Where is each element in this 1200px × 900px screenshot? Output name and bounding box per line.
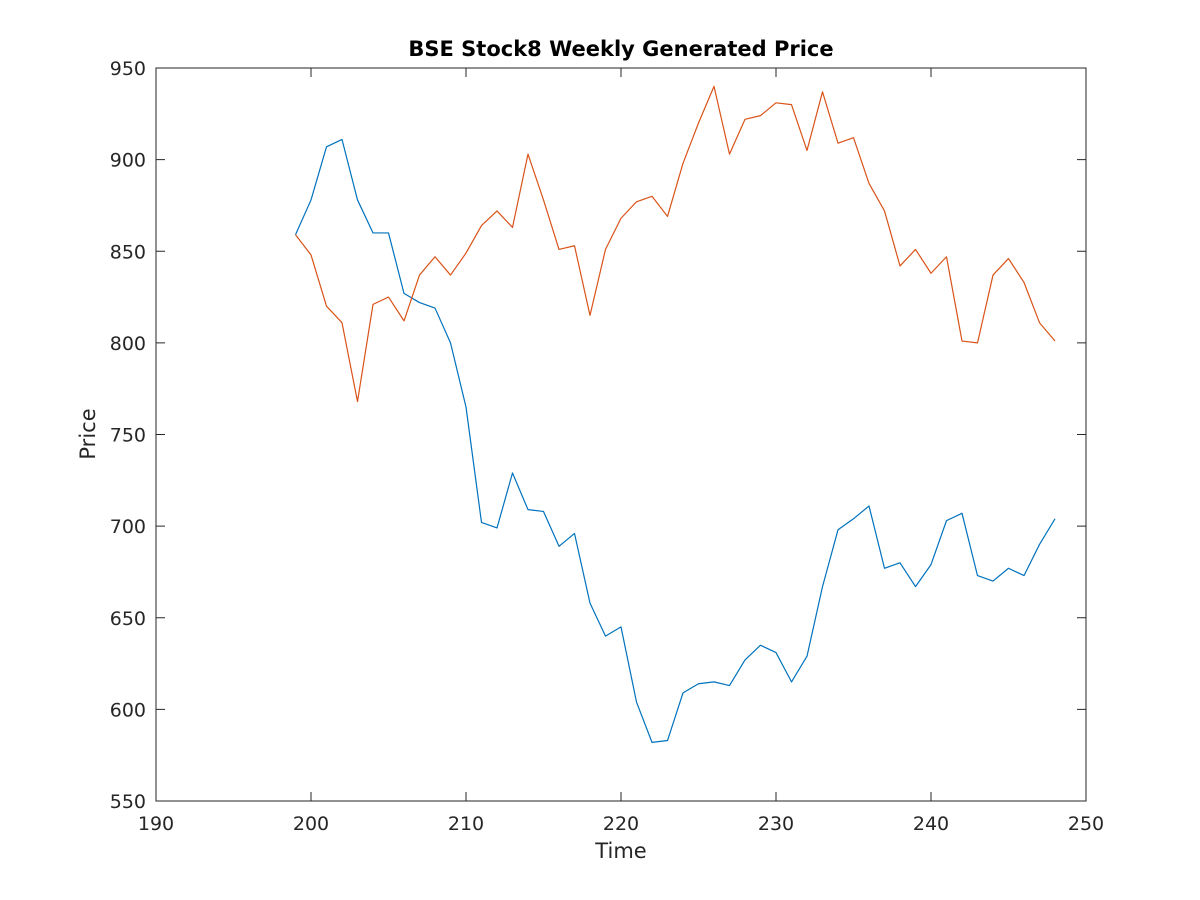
- series-line-2: [295, 85, 1056, 403]
- y-axis-label: Price: [76, 408, 100, 459]
- y-tick-label: 600: [110, 699, 146, 721]
- x-tick-label: 220: [603, 813, 639, 835]
- y-tick-label: 850: [110, 241, 146, 263]
- plot-area-background: [156, 68, 1086, 801]
- y-tick-label: 800: [110, 333, 146, 355]
- x-tick-label: 200: [293, 813, 329, 835]
- tick-layer: 190 200 210 220 230 240 250 550 600 650 700 750 800 8…: [110, 58, 1104, 835]
- series-line-1: [294, 138, 1056, 743]
- y-tick-label: 750: [110, 425, 146, 447]
- x-tick-label: 210: [448, 813, 484, 835]
- x-tick-label: 240: [913, 813, 949, 835]
- y-tick-label: 700: [110, 516, 146, 538]
- y-tick-label: 900: [110, 150, 146, 172]
- y-tick-label: 650: [110, 608, 146, 630]
- chart-title: BSE Stock8 Weekly Generated Price: [408, 37, 833, 61]
- x-tick-label: 230: [758, 813, 794, 835]
- series-layer: [294, 85, 1056, 743]
- x-tick-label: 190: [138, 813, 174, 835]
- x-tick-label: 250: [1068, 813, 1104, 835]
- y-tick-label: 950: [110, 58, 146, 80]
- y-tick-label: 550: [110, 791, 146, 813]
- x-axis-label: Time: [594, 839, 646, 863]
